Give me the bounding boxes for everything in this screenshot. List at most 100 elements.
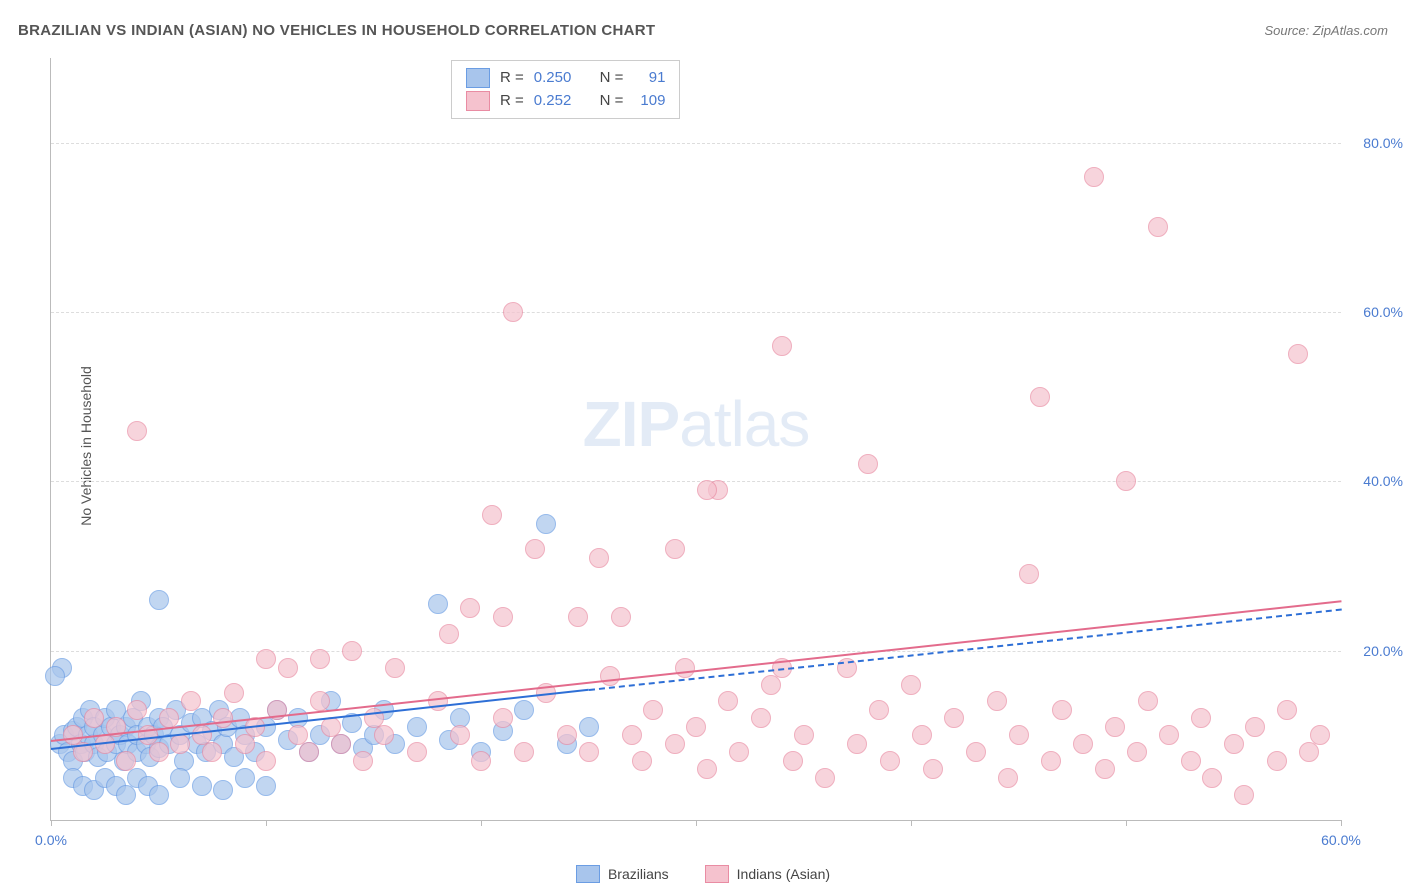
scatter-point	[1267, 751, 1287, 771]
legend-stats: R = 0.250 N = 91R = 0.252 N = 109	[451, 60, 680, 119]
scatter-point	[783, 751, 803, 771]
scatter-point	[170, 768, 190, 788]
scatter-point	[1234, 785, 1254, 805]
scatter-point	[503, 302, 523, 322]
chart-title: BRAZILIAN VS INDIAN (ASIAN) NO VEHICLES …	[18, 22, 655, 39]
scatter-point	[428, 594, 448, 614]
scatter-point	[600, 666, 620, 686]
legend-r-label: R =	[500, 90, 524, 113]
scatter-point	[407, 717, 427, 737]
scatter-point	[1288, 344, 1308, 364]
scatter-point	[127, 421, 147, 441]
legend-swatch	[466, 91, 490, 111]
scatter-point	[256, 776, 276, 796]
scatter-point	[665, 734, 685, 754]
scatter-point	[966, 742, 986, 762]
y-tick-label: 20.0%	[1348, 643, 1403, 659]
scatter-point	[665, 539, 685, 559]
scatter-point	[213, 708, 233, 728]
scatter-point	[686, 717, 706, 737]
scatter-point	[751, 708, 771, 728]
gridline	[51, 312, 1341, 313]
scatter-point	[589, 548, 609, 568]
scatter-point	[568, 607, 588, 627]
legend-series: Brazilians Indians (Asian)	[0, 865, 1406, 886]
legend-r-label: R =	[500, 67, 524, 90]
scatter-point	[1030, 387, 1050, 407]
scatter-point	[675, 658, 695, 678]
scatter-point	[482, 505, 502, 525]
scatter-point	[1299, 742, 1319, 762]
scatter-point	[299, 742, 319, 762]
scatter-point	[213, 780, 233, 800]
scatter-point	[149, 742, 169, 762]
scatter-point	[1041, 751, 1061, 771]
scatter-point	[1138, 691, 1158, 711]
scatter-point	[460, 598, 480, 618]
scatter-point	[1052, 700, 1072, 720]
x-tick-mark	[911, 820, 912, 826]
scatter-point	[643, 700, 663, 720]
scatter-point	[224, 683, 244, 703]
scatter-point	[331, 734, 351, 754]
scatter-point	[310, 649, 330, 669]
scatter-point	[729, 742, 749, 762]
legend-r-value: 0.252	[534, 90, 572, 113]
scatter-point	[772, 336, 792, 356]
legend-swatch	[576, 865, 600, 883]
scatter-point	[310, 691, 330, 711]
scatter-point	[127, 700, 147, 720]
scatter-point	[235, 768, 255, 788]
scatter-point	[235, 734, 255, 754]
scatter-point	[385, 658, 405, 678]
scatter-point	[1181, 751, 1201, 771]
scatter-point	[912, 725, 932, 745]
scatter-point	[256, 751, 276, 771]
legend-n-value: 109	[633, 90, 665, 113]
y-tick-label: 60.0%	[1348, 304, 1403, 320]
y-tick-label: 80.0%	[1348, 135, 1403, 151]
legend-label: Indians (Asian)	[737, 866, 830, 882]
legend-n-label: N =	[600, 90, 624, 113]
scatter-point	[998, 768, 1018, 788]
scatter-point	[1310, 725, 1330, 745]
scatter-point	[536, 514, 556, 534]
scatter-point	[847, 734, 867, 754]
legend-item: Indians (Asian)	[705, 865, 830, 883]
x-tick-mark	[1341, 820, 1342, 826]
scatter-point	[880, 751, 900, 771]
scatter-point	[116, 751, 136, 771]
x-tick-mark	[266, 820, 267, 826]
scatter-point	[1116, 471, 1136, 491]
x-tick-mark	[1126, 820, 1127, 826]
legend-n-value: 91	[633, 67, 665, 90]
y-tick-label: 40.0%	[1348, 473, 1403, 489]
scatter-point	[149, 590, 169, 610]
gridline	[51, 651, 1341, 652]
gridline	[51, 143, 1341, 144]
gridline	[51, 481, 1341, 482]
scatter-point	[514, 742, 534, 762]
scatter-point	[557, 725, 577, 745]
scatter-point	[1019, 564, 1039, 584]
scatter-point	[428, 691, 448, 711]
scatter-point	[1224, 734, 1244, 754]
scatter-point	[901, 675, 921, 695]
scatter-point	[116, 785, 136, 805]
scatter-point	[45, 666, 65, 686]
scatter-point	[192, 776, 212, 796]
x-tick-label: 0.0%	[35, 832, 67, 848]
scatter-point	[202, 742, 222, 762]
scatter-point	[579, 742, 599, 762]
scatter-point	[1073, 734, 1093, 754]
scatter-point	[407, 742, 427, 762]
scatter-point	[450, 725, 470, 745]
scatter-point	[632, 751, 652, 771]
trend-line	[588, 608, 1341, 690]
x-tick-mark	[696, 820, 697, 826]
scatter-point	[611, 607, 631, 627]
legend-item: Brazilians	[576, 865, 669, 883]
scatter-point	[181, 691, 201, 711]
scatter-point	[622, 725, 642, 745]
scatter-point	[278, 658, 298, 678]
